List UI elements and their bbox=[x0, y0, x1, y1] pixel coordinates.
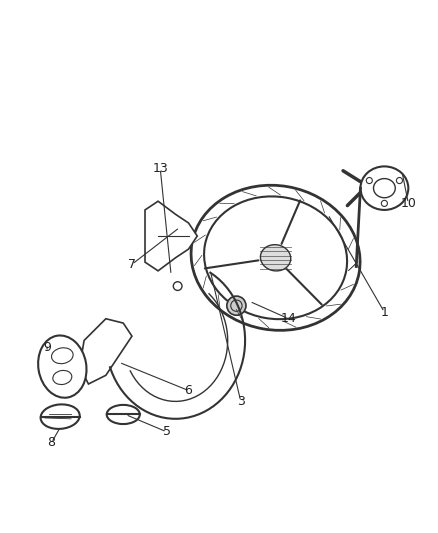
Ellipse shape bbox=[41, 405, 80, 429]
Text: 5: 5 bbox=[163, 425, 171, 438]
Text: 1: 1 bbox=[381, 306, 389, 319]
Text: 7: 7 bbox=[128, 258, 136, 271]
Text: 13: 13 bbox=[152, 162, 168, 175]
Ellipse shape bbox=[204, 196, 347, 319]
Text: 10: 10 bbox=[400, 197, 416, 210]
Text: 3: 3 bbox=[237, 395, 245, 408]
Ellipse shape bbox=[191, 185, 360, 330]
Ellipse shape bbox=[261, 245, 291, 271]
Text: 9: 9 bbox=[43, 341, 51, 353]
Ellipse shape bbox=[38, 335, 87, 398]
Text: 8: 8 bbox=[47, 437, 56, 449]
Text: 14: 14 bbox=[281, 312, 297, 325]
Ellipse shape bbox=[107, 405, 140, 424]
Ellipse shape bbox=[227, 296, 246, 315]
Polygon shape bbox=[80, 319, 132, 384]
Text: 6: 6 bbox=[184, 384, 192, 397]
Ellipse shape bbox=[360, 166, 408, 210]
Polygon shape bbox=[145, 201, 197, 271]
